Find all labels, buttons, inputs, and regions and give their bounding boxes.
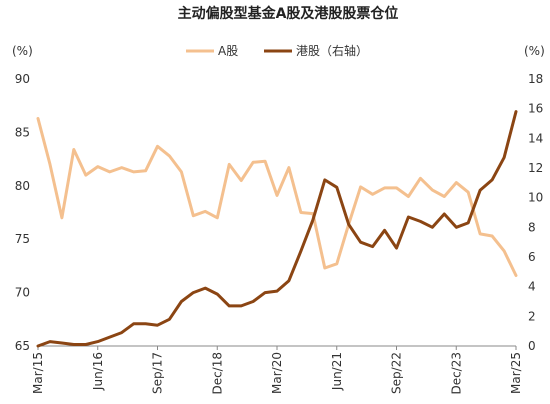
a-share-series-line (36, 117, 518, 277)
right-tick-label: 4 (528, 280, 536, 294)
right-tick-label: 18 (528, 72, 543, 86)
legend-label-hk-share: 港股（右轴） (296, 43, 368, 58)
right-y-axis: 0 2 4 6 8 10 12 14 16 18 (528, 72, 543, 353)
right-tick-label: 16 (528, 102, 543, 116)
series-layer (36, 110, 518, 348)
hk-share-series-line (36, 110, 518, 348)
right-tick-label: 0 (528, 339, 536, 353)
x-tick-label: Mar/20 (270, 352, 284, 394)
left-tick-label: 70 (15, 286, 30, 300)
right-tick-label: 2 (528, 309, 536, 323)
left-axis-unit: (%) (12, 44, 33, 58)
x-tick-label: Jun/16 (91, 352, 105, 391)
right-tick-label: 14 (528, 131, 543, 145)
right-axis-unit: (%) (524, 44, 545, 58)
chart-title: 主动偏股型基金A股及港股股票仓位 (178, 5, 399, 22)
legend: A股 港股（右轴） (186, 43, 368, 58)
left-tick-label: 90 (15, 72, 30, 86)
right-tick-label: 8 (528, 220, 536, 234)
left-tick-label: 65 (15, 339, 30, 353)
x-axis: Mar/15 Jun/16 Sep/17 Dec/18 Mar/20 Jun/21 Sep/… (31, 346, 523, 395)
left-tick-label: 85 (15, 125, 30, 139)
x-tick-label: Jun/21 (330, 352, 344, 391)
left-y-axis: 65 70 75 80 85 90 (15, 72, 30, 353)
x-tick-label: Sep/17 (151, 352, 165, 394)
left-tick-label: 80 (15, 179, 30, 193)
left-tick-label: 75 (15, 232, 30, 246)
legend-label-a-share: A股 (218, 44, 238, 58)
x-tick-label: Dec/23 (449, 352, 463, 395)
x-tick-label: Sep/22 (390, 352, 404, 394)
x-tick-label: Mar/25 (509, 352, 523, 394)
right-tick-label: 12 (528, 161, 543, 175)
right-tick-label: 10 (528, 191, 543, 205)
x-tick-label: Dec/18 (210, 352, 224, 395)
x-tick-label: Mar/15 (31, 352, 45, 394)
right-tick-label: 6 (528, 250, 536, 264)
